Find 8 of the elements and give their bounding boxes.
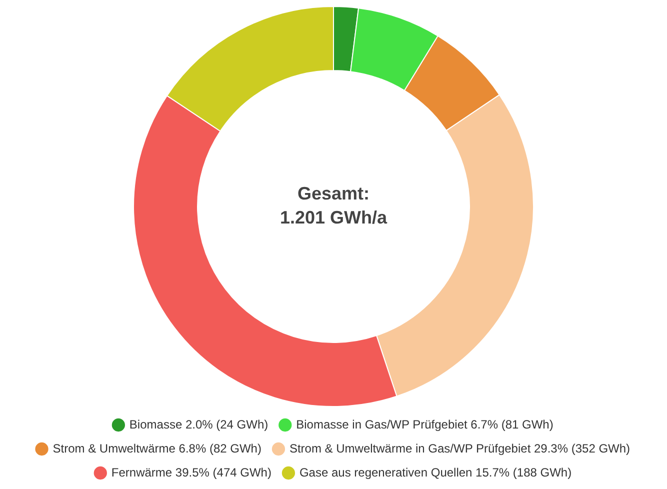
legend-label: Gase aus regenerativen Quellen 15.7% (188 GWh)	[299, 465, 572, 480]
text: 1.201 GWh/a	[280, 207, 388, 228]
text: Gesamt:	[297, 183, 370, 204]
legend-label: Fernwärme 39.5% (474 GWh)	[111, 465, 272, 480]
legend-label: Strom & Umweltwärme 6.8% (82 GWh)	[52, 441, 262, 456]
legend-label: Strom & Umweltwärme in Gas/WP Prüfgebiet 29.3% (352 GWh)	[289, 441, 630, 456]
legend-label: Biomasse in Gas/WP Prüfgebiet 6.7% (81 GWh)	[296, 417, 554, 432]
legend-label: Biomasse 2.0% (24 GWh)	[129, 417, 268, 432]
